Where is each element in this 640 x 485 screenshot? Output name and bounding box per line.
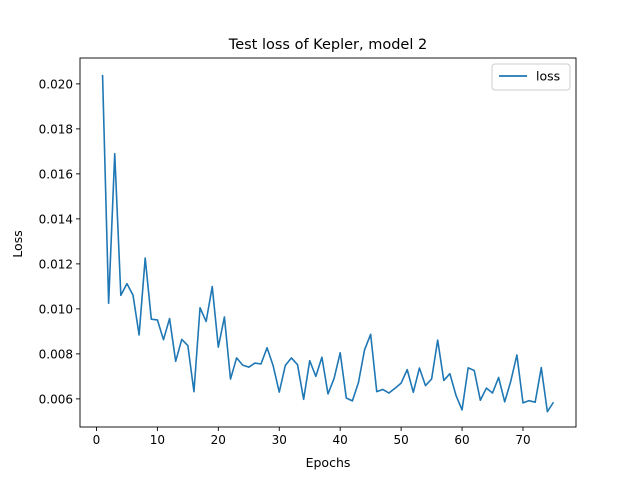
y-tick-label: 0.008	[39, 347, 73, 361]
y-tick-label: 0.010	[39, 302, 73, 316]
y-tick-label: 0.012	[39, 257, 73, 271]
x-tick-label: 40	[333, 433, 348, 447]
x-axis-label: Epochs	[306, 455, 351, 470]
legend: loss	[492, 64, 570, 90]
y-axis-label: Loss	[10, 230, 25, 257]
y-tick-label: 0.014	[39, 212, 73, 226]
y-tick-label: 0.006	[39, 392, 73, 406]
x-tick-label: 10	[150, 433, 165, 447]
x-tick-label: 50	[393, 433, 408, 447]
legend-label-loss: loss	[536, 69, 560, 84]
x-tick-label: 30	[272, 433, 287, 447]
x-tick-label: 70	[515, 433, 530, 447]
y-tick-label: 0.016	[39, 167, 73, 181]
x-tick-label: 60	[454, 433, 469, 447]
x-tick-label: 20	[211, 433, 226, 447]
y-tick-label: 0.020	[39, 77, 73, 91]
chart-title: Test loss of Kepler, model 2	[228, 37, 427, 53]
x-tick-label: 0	[93, 433, 101, 447]
y-tick-label: 0.018	[39, 122, 73, 136]
